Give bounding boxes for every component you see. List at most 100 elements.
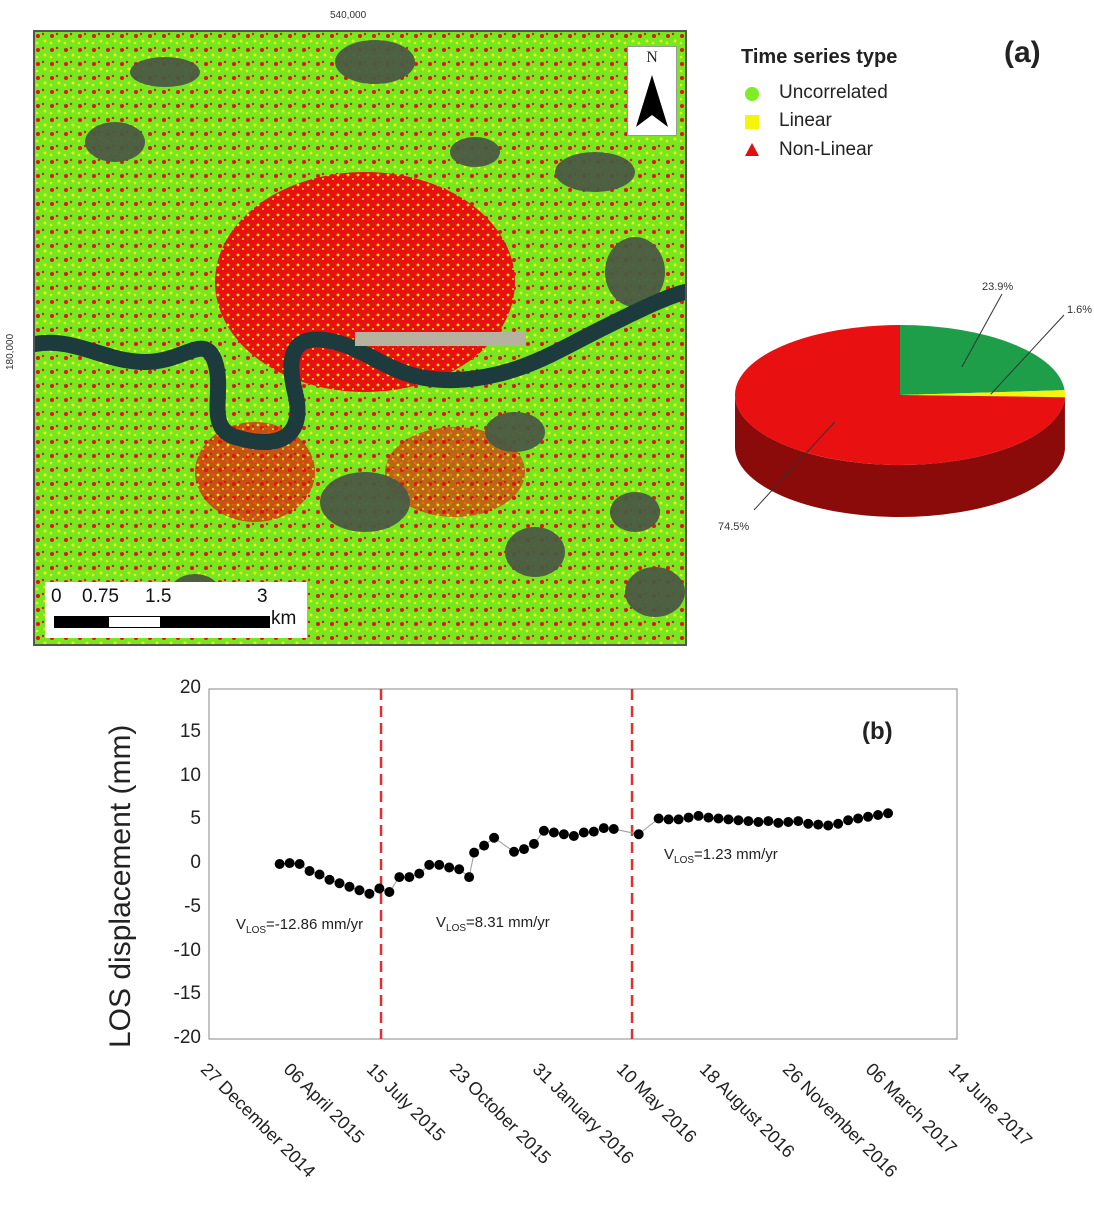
scale-tick-label: 1.5 bbox=[145, 586, 172, 607]
pie-slice-side bbox=[735, 395, 1065, 517]
data-point bbox=[743, 816, 754, 827]
uncorrelated-marker bbox=[744, 86, 760, 102]
data-point bbox=[843, 815, 854, 826]
data-point bbox=[588, 826, 599, 837]
nonlinear-marker bbox=[744, 142, 760, 158]
data-point bbox=[394, 872, 405, 883]
pie-chart: 23.9% 1.6% 74.5% bbox=[718, 281, 1092, 533]
data-point bbox=[723, 814, 734, 825]
data-point bbox=[414, 868, 425, 879]
scale-tick-label: 3 bbox=[257, 586, 268, 607]
pie-data-label: 74.5% bbox=[718, 521, 749, 533]
data-point bbox=[274, 859, 285, 869]
river-thames bbox=[35, 284, 685, 450]
data-point bbox=[683, 812, 694, 823]
pie-slice bbox=[900, 325, 1065, 395]
data-point bbox=[883, 808, 894, 819]
plot-area bbox=[208, 688, 958, 1040]
data-point bbox=[344, 881, 355, 892]
data-point bbox=[763, 816, 774, 827]
data-point bbox=[424, 859, 435, 870]
map-canvas bbox=[35, 32, 685, 644]
data-point bbox=[509, 846, 520, 857]
pie-leader-line bbox=[961, 293, 1003, 368]
data-point bbox=[568, 831, 579, 841]
data-point bbox=[469, 847, 480, 858]
green-space-patches bbox=[85, 40, 685, 617]
data-point bbox=[863, 811, 874, 822]
data-point bbox=[753, 817, 764, 827]
data-point bbox=[324, 874, 335, 885]
satellite-map: N 0 0.75 1.5 3 km bbox=[33, 30, 687, 646]
y-tick-label: 5 bbox=[190, 808, 201, 830]
legend-item-uncorrelated: Uncorrelated bbox=[779, 82, 888, 103]
data-point bbox=[558, 829, 569, 840]
legend-item-nonlinear: Non-Linear bbox=[779, 139, 873, 160]
velocity-annotation-2: VLOS=8.31 mm/yr bbox=[436, 914, 550, 934]
scale-tick-label: 0.75 bbox=[82, 586, 119, 607]
data-point bbox=[538, 825, 549, 836]
north-arrow: N bbox=[627, 46, 677, 136]
data-point bbox=[434, 859, 445, 870]
data-point bbox=[713, 813, 724, 824]
data-point bbox=[548, 827, 559, 838]
y-tick-label: -15 bbox=[173, 983, 201, 1005]
north-arrow-icon bbox=[636, 75, 668, 127]
y-tick-label: -5 bbox=[184, 895, 201, 917]
data-point bbox=[304, 866, 315, 876]
scale-unit: km bbox=[271, 608, 297, 629]
data-point bbox=[479, 840, 490, 851]
data-point bbox=[354, 885, 365, 896]
data-point bbox=[873, 810, 884, 820]
data-point bbox=[653, 813, 664, 824]
data-point bbox=[833, 818, 844, 829]
data-point bbox=[404, 872, 415, 883]
y-tick-label: 0 bbox=[190, 852, 201, 873]
velocity-annotation-3: VLOS=1.23 mm/yr bbox=[664, 846, 778, 866]
panel-label-a: (a) bbox=[1004, 36, 1041, 69]
data-point bbox=[783, 817, 794, 827]
scale-bar: 0 0.75 1.5 3 km bbox=[45, 582, 307, 638]
data-point bbox=[334, 878, 345, 889]
map-x-coordinate-label: 540,000 bbox=[330, 10, 367, 21]
scale-segment bbox=[160, 616, 270, 628]
data-point bbox=[454, 864, 465, 875]
pie-leader-line bbox=[753, 421, 836, 511]
data-point bbox=[464, 872, 475, 883]
data-point bbox=[793, 816, 804, 827]
pie-slice bbox=[900, 390, 1065, 398]
data-point bbox=[578, 827, 589, 838]
pie-data-label: 23.9% bbox=[982, 281, 1013, 293]
data-point bbox=[803, 818, 814, 829]
data-point bbox=[673, 814, 684, 825]
data-point bbox=[813, 819, 824, 830]
data-point bbox=[773, 817, 784, 828]
y-tick-label: 10 bbox=[179, 764, 201, 786]
data-point bbox=[384, 887, 395, 897]
data-point bbox=[823, 820, 834, 831]
north-label: N bbox=[646, 49, 658, 66]
data-point bbox=[693, 810, 704, 821]
velocity-annotation-1: VLOS=-12.86 mm/yr bbox=[236, 916, 364, 936]
data-point bbox=[853, 813, 864, 824]
y-tick-label: -10 bbox=[173, 939, 201, 961]
panel-label-b: (b) bbox=[862, 718, 893, 745]
data-point bbox=[598, 823, 609, 834]
scale-tick-label: 0 bbox=[51, 586, 62, 607]
data-point bbox=[374, 883, 385, 894]
data-point bbox=[518, 844, 529, 855]
legend-item-linear: Linear bbox=[779, 110, 832, 131]
data-point bbox=[703, 812, 714, 823]
pie-data-label: 1.6% bbox=[1067, 304, 1092, 316]
y-tick-label: 15 bbox=[179, 720, 201, 742]
linear-marker bbox=[744, 114, 760, 130]
data-point bbox=[444, 862, 455, 873]
data-point bbox=[364, 888, 375, 899]
data-point bbox=[608, 824, 619, 834]
data-point bbox=[284, 858, 295, 869]
pie-leader-line bbox=[990, 314, 1065, 395]
legend-title: Time series type bbox=[741, 46, 898, 68]
data-point bbox=[489, 832, 500, 843]
data-point bbox=[663, 814, 674, 825]
